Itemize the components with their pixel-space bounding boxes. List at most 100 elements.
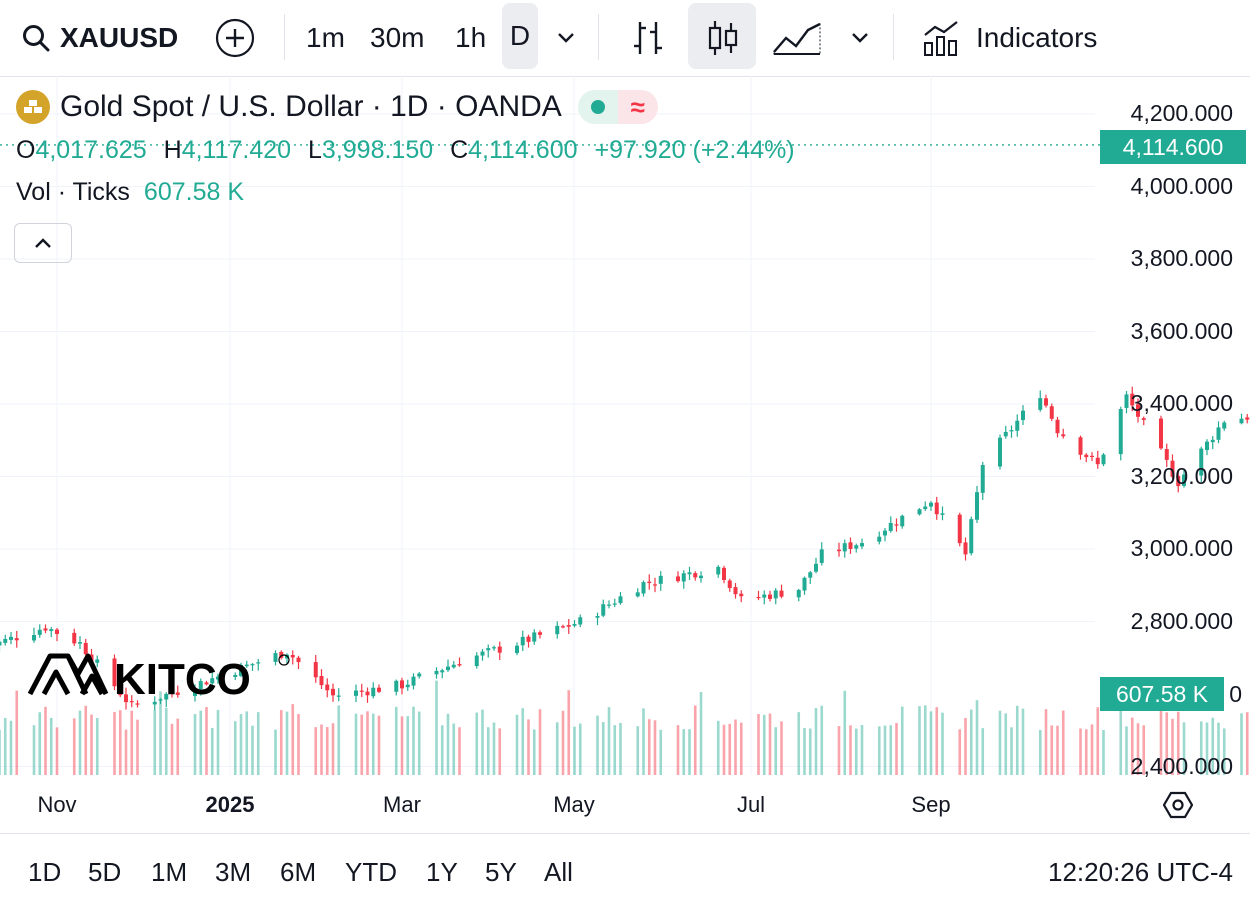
candle-body xyxy=(980,465,985,493)
low-label: L xyxy=(308,136,322,164)
candle-body xyxy=(1044,398,1048,406)
volume-bar xyxy=(170,723,174,775)
volume-bar xyxy=(481,709,484,775)
candle-body xyxy=(256,662,261,664)
timezone-clock[interactable]: 12:20:26 UTC-4 xyxy=(1048,857,1233,887)
range-1y[interactable]: 1Y xyxy=(426,857,458,887)
candle-body xyxy=(618,596,623,604)
volume-bar xyxy=(1217,722,1220,775)
candle-body xyxy=(319,675,324,686)
candle-body xyxy=(877,536,882,542)
volume-bar xyxy=(642,708,645,775)
compare-button[interactable] xyxy=(215,0,255,76)
candle-body xyxy=(313,662,318,678)
volume-bar xyxy=(176,718,180,775)
volume-bar xyxy=(1061,710,1065,775)
volume-bar xyxy=(136,719,139,775)
candle-body xyxy=(405,684,410,688)
candle-body xyxy=(1015,420,1020,431)
volume-bar xyxy=(573,726,576,775)
volume-bar xyxy=(636,726,640,775)
indicators-button[interactable]: Indicators xyxy=(922,0,1097,76)
candle-body xyxy=(83,642,88,655)
range-5y[interactable]: 5Y xyxy=(485,857,517,887)
interval-1h[interactable]: 1h xyxy=(455,22,487,53)
legend-title-row: Gold Spot / U.S. Dollar · 1D · OANDA ≈ xyxy=(16,90,658,124)
candle-body xyxy=(1205,441,1209,451)
x-tick-label: Nov xyxy=(37,792,77,817)
range-1d[interactable]: 1D xyxy=(28,857,62,887)
volume-bar xyxy=(1211,717,1215,775)
volume-bar xyxy=(113,712,116,775)
range-ytd[interactable]: YTD xyxy=(345,857,397,887)
candle-body xyxy=(210,678,215,684)
indicators-label: Indicators xyxy=(976,22,1098,53)
price-chart[interactable] xyxy=(0,76,1250,833)
volume-bar xyxy=(1205,722,1209,775)
candle-body xyxy=(193,690,197,696)
candle-body xyxy=(239,664,243,676)
bars-chart-type[interactable] xyxy=(630,0,666,76)
range-all[interactable]: All xyxy=(544,857,573,887)
volume-bar xyxy=(118,710,122,775)
candle-body xyxy=(848,542,853,549)
chart-settings-button[interactable] xyxy=(1162,790,1194,825)
volume-bar xyxy=(527,719,530,775)
y-tick-label: 4,000.000 xyxy=(1130,172,1233,199)
range-1m[interactable]: 1M xyxy=(151,857,188,887)
range-6m[interactable]: 6M xyxy=(280,857,317,887)
volume-bar xyxy=(693,705,697,775)
kitco-wordmark: KITCO xyxy=(114,655,251,700)
volume-bar xyxy=(394,706,398,775)
volume-bar xyxy=(1038,729,1042,775)
candle-body xyxy=(929,502,933,507)
volume-bar xyxy=(555,722,559,775)
chevron-down-icon xyxy=(558,33,574,43)
volume-bar xyxy=(837,726,841,775)
volume-bar xyxy=(377,715,381,775)
volume-bar xyxy=(860,724,864,775)
interval-30m[interactable]: 30m xyxy=(370,22,425,53)
volume-bar xyxy=(1102,729,1105,775)
candle-body xyxy=(814,563,818,572)
candles-chart-type[interactable] xyxy=(688,3,756,69)
candle-body xyxy=(779,590,784,597)
volume-bar xyxy=(297,714,300,775)
candle-body xyxy=(1176,475,1181,487)
candle-body xyxy=(917,509,922,515)
candle-body xyxy=(578,617,583,625)
volume-bar xyxy=(1159,706,1163,775)
symbol-search[interactable]: XAUUSD xyxy=(22,0,178,76)
volume-bar xyxy=(716,720,720,775)
candle-body xyxy=(635,592,640,597)
close-label: C xyxy=(450,136,469,164)
interval-1m[interactable]: 1m xyxy=(306,22,345,53)
volume-bar xyxy=(941,712,944,775)
area-chart-type[interactable] xyxy=(772,0,822,76)
volume-bar xyxy=(981,728,985,775)
candle-body xyxy=(497,646,502,653)
volume-bar xyxy=(521,708,525,775)
clipped-axis-digit: 0 xyxy=(1229,681,1242,707)
status-pill[interactable]: ≈ xyxy=(577,90,658,124)
range-3m[interactable]: 3M xyxy=(215,857,252,887)
volume-bar xyxy=(567,690,571,775)
volume-bar xyxy=(216,709,220,775)
collapse-legend-button[interactable] xyxy=(14,223,72,263)
range-5d[interactable]: 5D xyxy=(88,857,122,887)
volume-bar xyxy=(895,723,898,775)
candle-body xyxy=(756,596,761,599)
candle-body xyxy=(819,549,824,563)
plus-circle-icon xyxy=(215,18,255,58)
candle-body xyxy=(1101,454,1106,465)
chart-type-dropdown[interactable] xyxy=(850,0,870,76)
candle-body xyxy=(998,437,1002,467)
open-value: 4,017.625 xyxy=(35,136,147,164)
volume-bar xyxy=(90,714,93,775)
volume-bar xyxy=(929,711,933,775)
volume-bar xyxy=(877,726,881,775)
interval-dropdown[interactable] xyxy=(556,0,576,76)
candle-body xyxy=(1222,422,1227,429)
candle-body xyxy=(250,664,255,666)
interval-d-active[interactable]: D xyxy=(502,3,538,69)
